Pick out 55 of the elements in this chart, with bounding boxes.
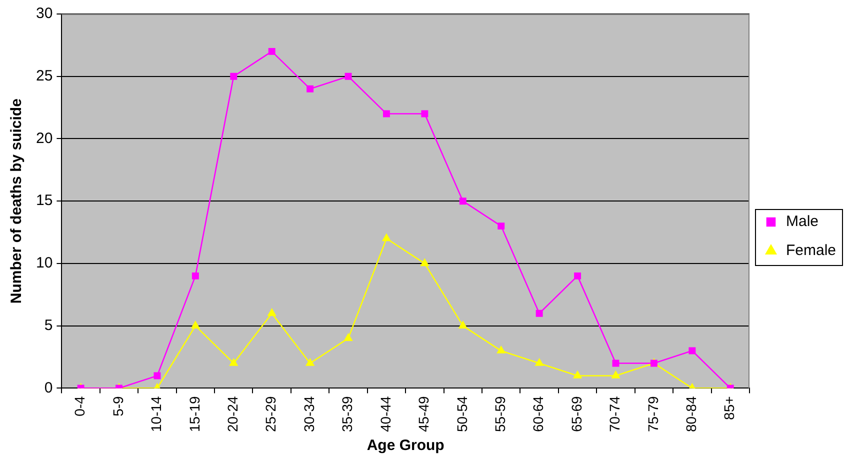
point (191, 321, 200, 328)
point (306, 85, 314, 92)
y-axis-title: Number of deaths by suicide (8, 98, 26, 304)
legend-label: Female (786, 242, 836, 260)
x-tick-label: 75-79 (644, 396, 661, 432)
point (344, 334, 352, 341)
y-tick-label: 30 (36, 5, 53, 22)
y-tick-label: 25 (36, 68, 53, 85)
point (420, 258, 429, 266)
x-tick-label: 5-9 (110, 396, 126, 416)
point (268, 308, 276, 316)
y-tick-label: 15 (36, 192, 53, 210)
x-tick-label: 40-44 (377, 396, 394, 432)
point (306, 358, 314, 366)
point (498, 222, 505, 230)
x-tick-label: 65-69 (568, 396, 584, 432)
x-tick-label: 30-34 (300, 396, 317, 432)
point (268, 48, 276, 55)
x-tick-label: 55-59 (492, 396, 508, 432)
point (458, 321, 468, 328)
y-tick-label: 10 (36, 254, 53, 272)
x-tick-label: 15-19 (186, 396, 202, 432)
legend-label: Male (786, 213, 818, 230)
point (688, 347, 696, 354)
x-tick-label: 35-39 (339, 396, 356, 432)
point (612, 371, 620, 378)
x-axis-title: Age Group (366, 437, 444, 454)
y-tick-label: 5 (44, 316, 53, 334)
point (421, 110, 428, 118)
x-tick-label: 10-14 (148, 396, 164, 432)
y-tick-label: 0 (44, 379, 53, 396)
x-tick-label: 50-54 (454, 396, 470, 432)
point (612, 360, 620, 367)
y-tick-label: 20 (36, 130, 53, 147)
x-tick-label: 45-49 (416, 396, 432, 432)
point (496, 346, 506, 354)
point (154, 372, 161, 380)
x-tick-label: 70-74 (606, 396, 623, 432)
point (382, 234, 391, 242)
point (573, 371, 582, 378)
point (230, 358, 238, 366)
point (459, 198, 466, 205)
point (535, 358, 544, 366)
point (230, 72, 238, 80)
x-tick-label: 80-84 (683, 396, 700, 432)
point (344, 72, 352, 80)
x-tick-label: 25-29 (262, 396, 279, 432)
x-tick-label: 60-64 (530, 396, 546, 432)
x-tick-label: 0-4 (72, 396, 88, 416)
x-tick-label: 85+ (721, 396, 738, 420)
point (536, 310, 543, 317)
point (383, 110, 390, 118)
point (574, 272, 582, 280)
x-tick-label: 20-24 (224, 396, 240, 432)
point (192, 272, 199, 280)
